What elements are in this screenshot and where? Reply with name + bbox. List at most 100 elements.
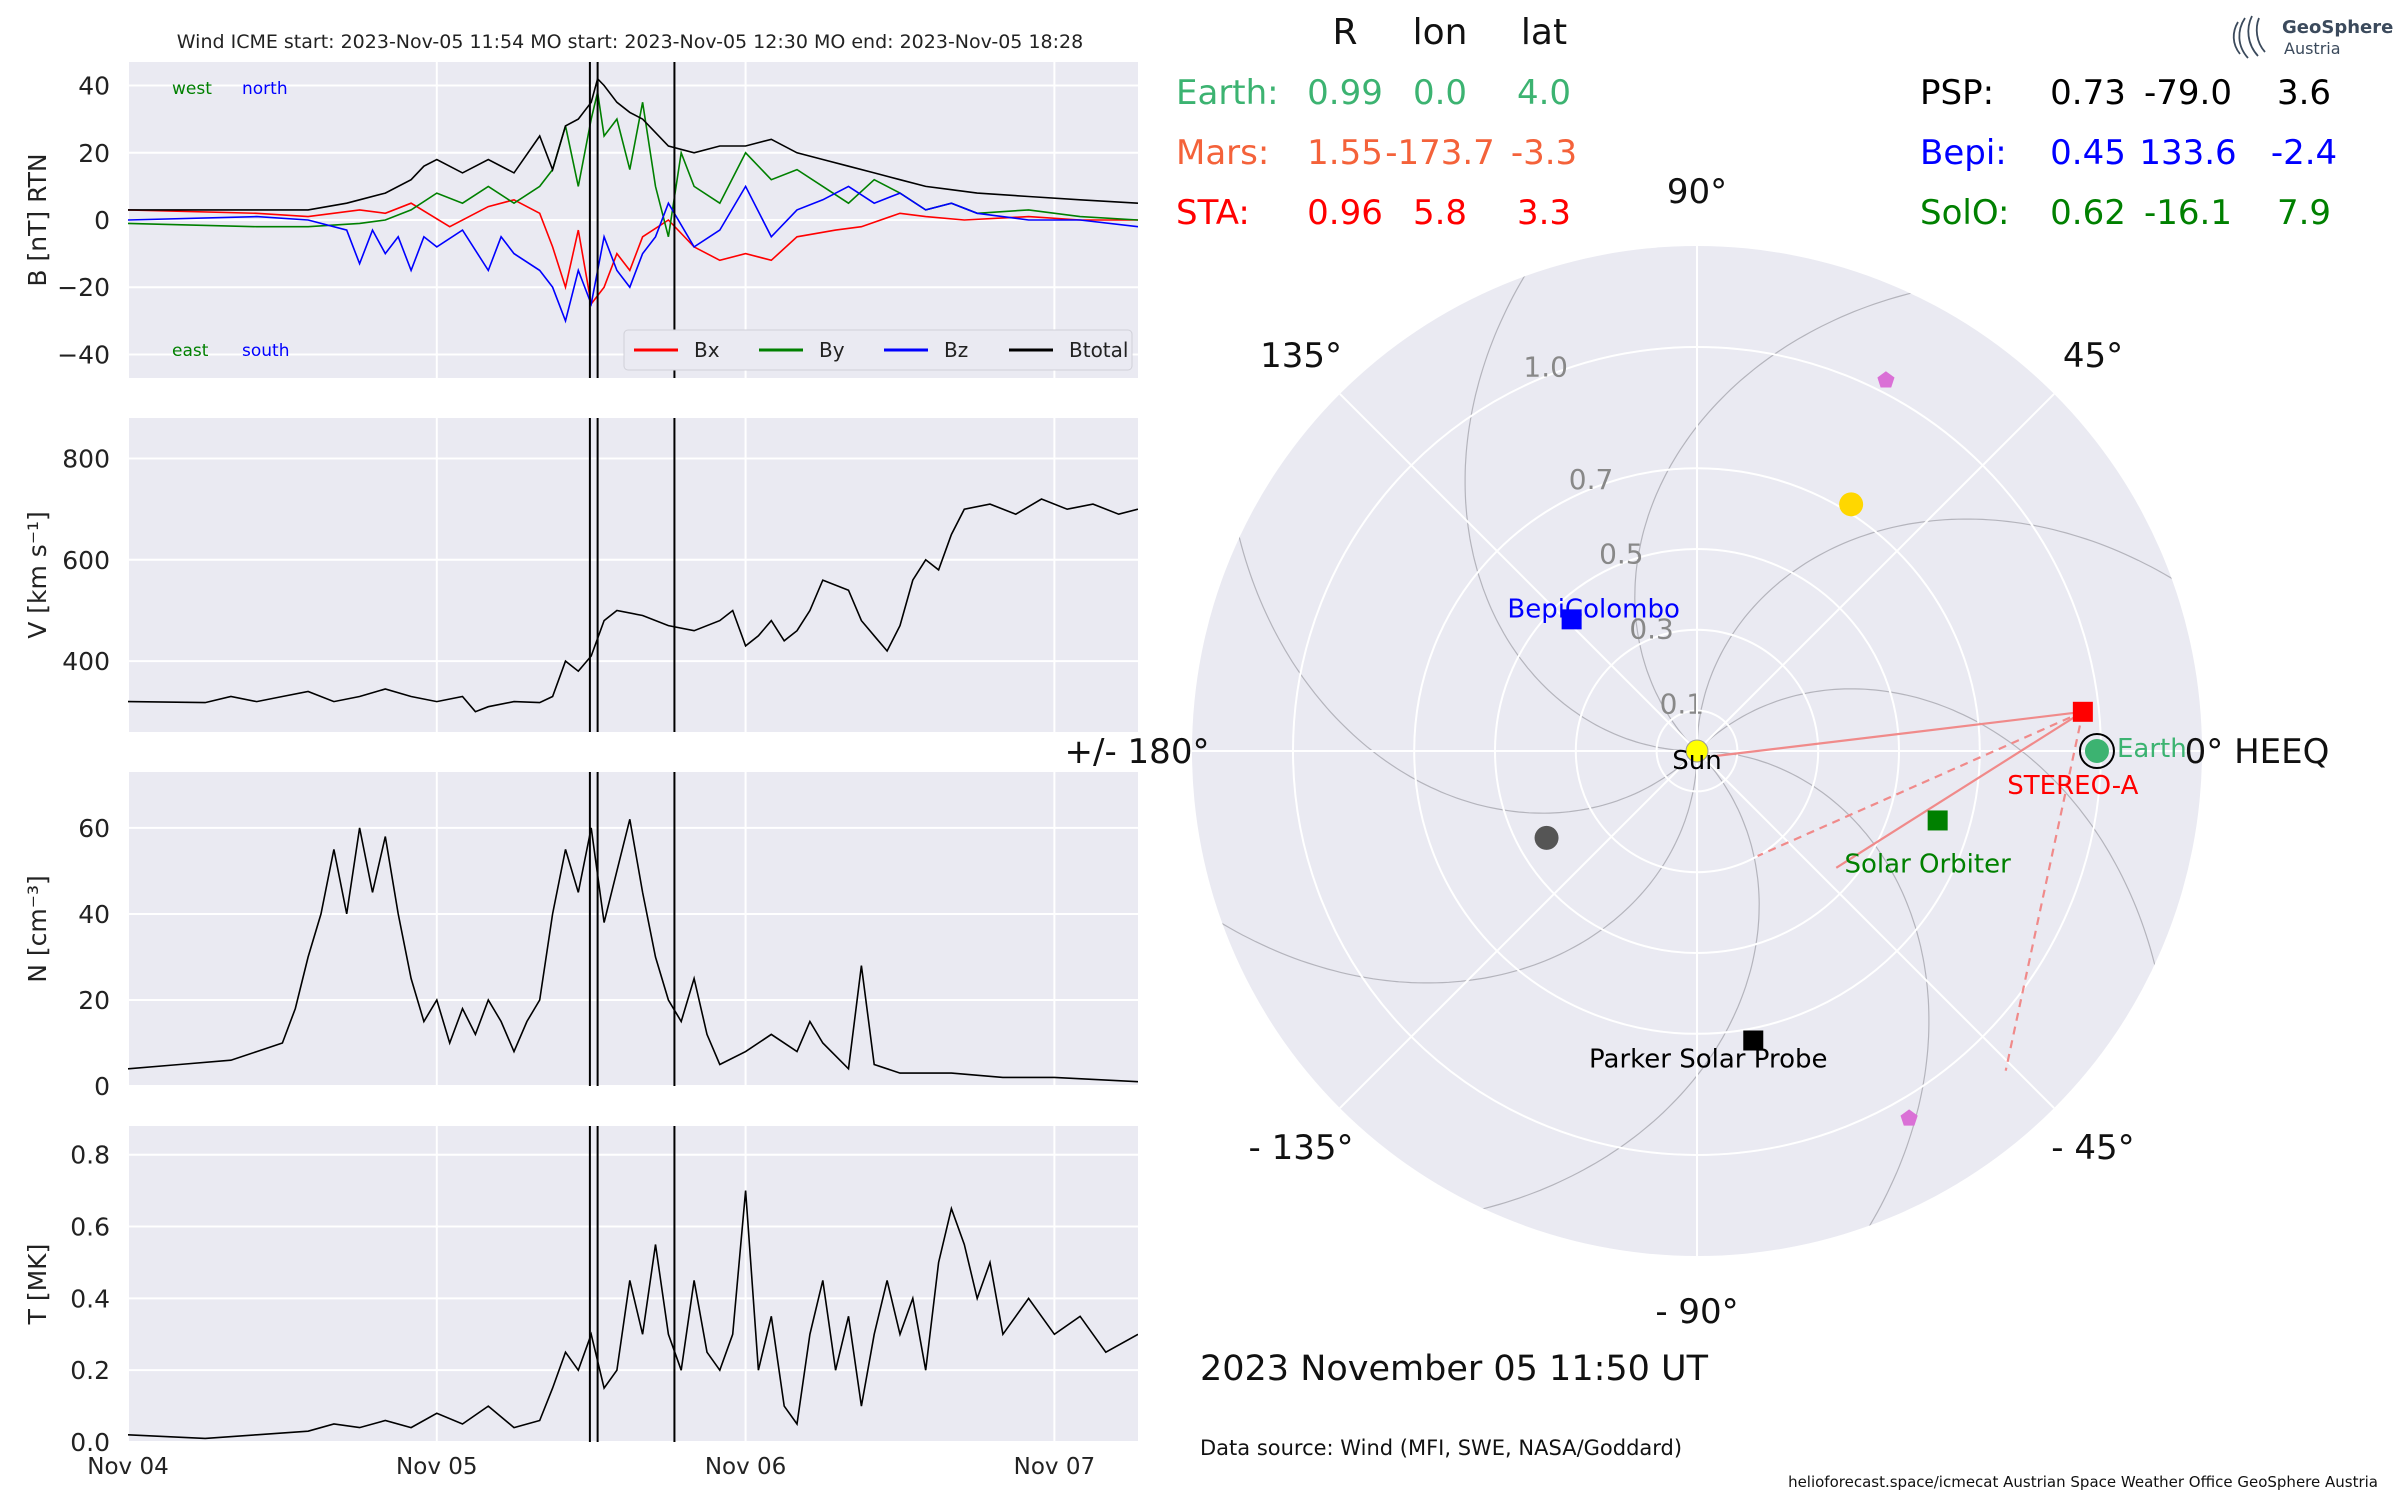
- x-tick-label: Nov 06: [705, 1454, 786, 1480]
- y-tick-label: 0: [94, 206, 110, 235]
- series-Btotal: [128, 77, 1138, 211]
- series-N: [128, 819, 1138, 1083]
- label-north: north: [242, 79, 288, 99]
- earth-ring: [2078, 733, 2115, 769]
- legend: Bx By Bz Btotal: [623, 329, 1133, 371]
- geosphere-logo: GeoSphere Austria: [2232, 15, 2393, 59]
- angle-label: 0° HEEQ: [2185, 732, 2330, 772]
- body-venus: [1839, 492, 1864, 517]
- angle-spoke: [1339, 393, 1698, 752]
- angle-spoke: [1339, 750, 1698, 1109]
- row-value-lon: 5.8: [1413, 193, 1467, 233]
- y-axis-label: T [MK]: [23, 1244, 52, 1326]
- y-tick-label: 40: [78, 72, 110, 101]
- y-axis-label: V [km s⁻¹]: [23, 511, 52, 639]
- angle-spoke: [1696, 750, 2055, 1109]
- x-tick-label: Nov 05: [396, 1454, 477, 1480]
- panel-N: 60 40 20 0 N [cm⁻³]: [23, 772, 1138, 1101]
- event-header: Wind ICME start: 2023-Nov-05 11:54 MO st…: [177, 31, 1083, 53]
- positions-table: R lon lat Earth: 0.99 0.0 4.0 Mars: 1.55 -173.…: [1176, 12, 2337, 233]
- angle-label: 90°: [1667, 172, 1727, 212]
- col-header-r: R: [1332, 12, 1357, 53]
- col-header-lat: lat: [1521, 12, 1567, 53]
- time-series-panels: 40 20 0 −20 −40 B [nT] RTN west north east south B…: [23, 62, 1138, 1480]
- angle-label: 45°: [2063, 336, 2123, 376]
- row-name: SolO:: [1920, 193, 2009, 233]
- panel-background: [128, 772, 1138, 1086]
- col-header-lon: lon: [1413, 12, 1468, 53]
- y-axis-label: B [nT] RTN: [23, 153, 52, 286]
- row-value-lat: -3.3: [1511, 133, 1577, 173]
- row-value-R: 0.45: [2050, 133, 2126, 173]
- body-earth: Earth: [2078, 733, 2187, 769]
- row-value-lat: 3.6: [2277, 73, 2331, 113]
- row-value-lat: 4.0: [1517, 73, 1571, 113]
- row-value-lon: -16.1: [2144, 193, 2232, 233]
- body-parker-solar-probe: Parker Solar Probe: [1589, 1030, 1828, 1075]
- legend-label: Bz: [944, 338, 968, 362]
- row-value-R: 1.55: [1307, 133, 1383, 173]
- panel-V: 800 600 400 V [km s⁻¹]: [23, 418, 1138, 732]
- angle-label: +/- 180°: [1065, 732, 1210, 772]
- row-value-lon: 133.6: [2139, 133, 2236, 173]
- label-south: south: [242, 341, 289, 361]
- series-Bx: [128, 198, 1138, 306]
- legend-label: Bx: [694, 338, 720, 362]
- row-value-lon: -79.0: [2144, 73, 2232, 113]
- sta-fov-line: [1835, 710, 2084, 869]
- y-tick-label: 800: [62, 445, 110, 474]
- y-tick-label: 60: [78, 814, 110, 843]
- label-west: west: [172, 79, 212, 99]
- y-tick-label: −20: [57, 273, 110, 302]
- logo-swirl-icon: [2232, 15, 2266, 59]
- row-value-R: 0.96: [1307, 193, 1383, 233]
- legend-box: [623, 329, 1133, 371]
- sta-fov-line: [1757, 710, 2084, 857]
- sta-fov-line: [1716, 710, 2083, 757]
- radial-tick-label: 0.3: [1629, 613, 1674, 646]
- row-name: Bepi:: [1920, 133, 2007, 173]
- row-value-lat: 7.9: [2277, 193, 2331, 233]
- panel-B: 40 20 0 −20 −40 B [nT] RTN west north east south B…: [23, 62, 1138, 378]
- y-tick-label: 0.8: [70, 1141, 110, 1170]
- row-name: Earth:: [1176, 73, 1279, 113]
- x-tick-label: Nov 04: [87, 1454, 168, 1480]
- y-axis-label: N [cm⁻³]: [23, 875, 52, 982]
- angle-spoke: [1696, 393, 2055, 752]
- panel-background: [128, 418, 1138, 732]
- y-tick-label: 40: [78, 900, 110, 929]
- body-marker: [1743, 1030, 1764, 1051]
- credits-label: helioforecast.space/icmecat Austrian Spa…: [1788, 1473, 2378, 1491]
- row-value-R: 0.99: [1307, 73, 1383, 113]
- body-solar-orbiter: Solar Orbiter: [1845, 810, 2012, 879]
- row-value-lat: 3.3: [1517, 193, 1571, 233]
- y-tick-label: 600: [62, 546, 110, 575]
- body-bepicolombo: BepiColombo: [1507, 594, 1680, 630]
- body-marker: [1877, 371, 1895, 388]
- body-marker: [1900, 1109, 1918, 1126]
- x-tick-label: Nov 07: [1014, 1454, 1095, 1480]
- row-value-lon: -173.7: [1385, 133, 1495, 173]
- body-body-1: [1877, 371, 1895, 388]
- body-label: BepiColombo: [1507, 594, 1680, 624]
- y-tick-label: −40: [57, 340, 110, 369]
- body-marker: [1561, 609, 1582, 630]
- body-label: Earth: [2117, 734, 2187, 764]
- data-source-label: Data source: Wind (MFI, SWE, NASA/Goddar…: [1200, 1436, 1682, 1460]
- row-value-R: 0.62: [2050, 193, 2126, 233]
- body-marker: [2084, 739, 2109, 763]
- series-By: [128, 92, 1138, 237]
- y-tick-label: 0.0: [70, 1428, 110, 1457]
- positions-table-rows: Earth: 0.99 0.0 4.0 Mars: 1.55 -173.7 -3.3 STA: 0…: [1176, 73, 2337, 233]
- y-tick-label: 0: [94, 1072, 110, 1101]
- body-label: STEREO-A: [2007, 771, 2138, 801]
- angle-label: - 45°: [2051, 1128, 2134, 1168]
- logo-line-1: GeoSphere: [2282, 17, 2393, 38]
- row-value-R: 0.73: [2050, 73, 2126, 113]
- date-label: 2023 November 05 11:50 UT: [1200, 1349, 1709, 1389]
- body-body-2: [1900, 1109, 1918, 1126]
- panel-background: [128, 1126, 1138, 1442]
- body-label: Solar Orbiter: [1845, 849, 2012, 879]
- body-label: Parker Solar Probe: [1589, 1045, 1827, 1075]
